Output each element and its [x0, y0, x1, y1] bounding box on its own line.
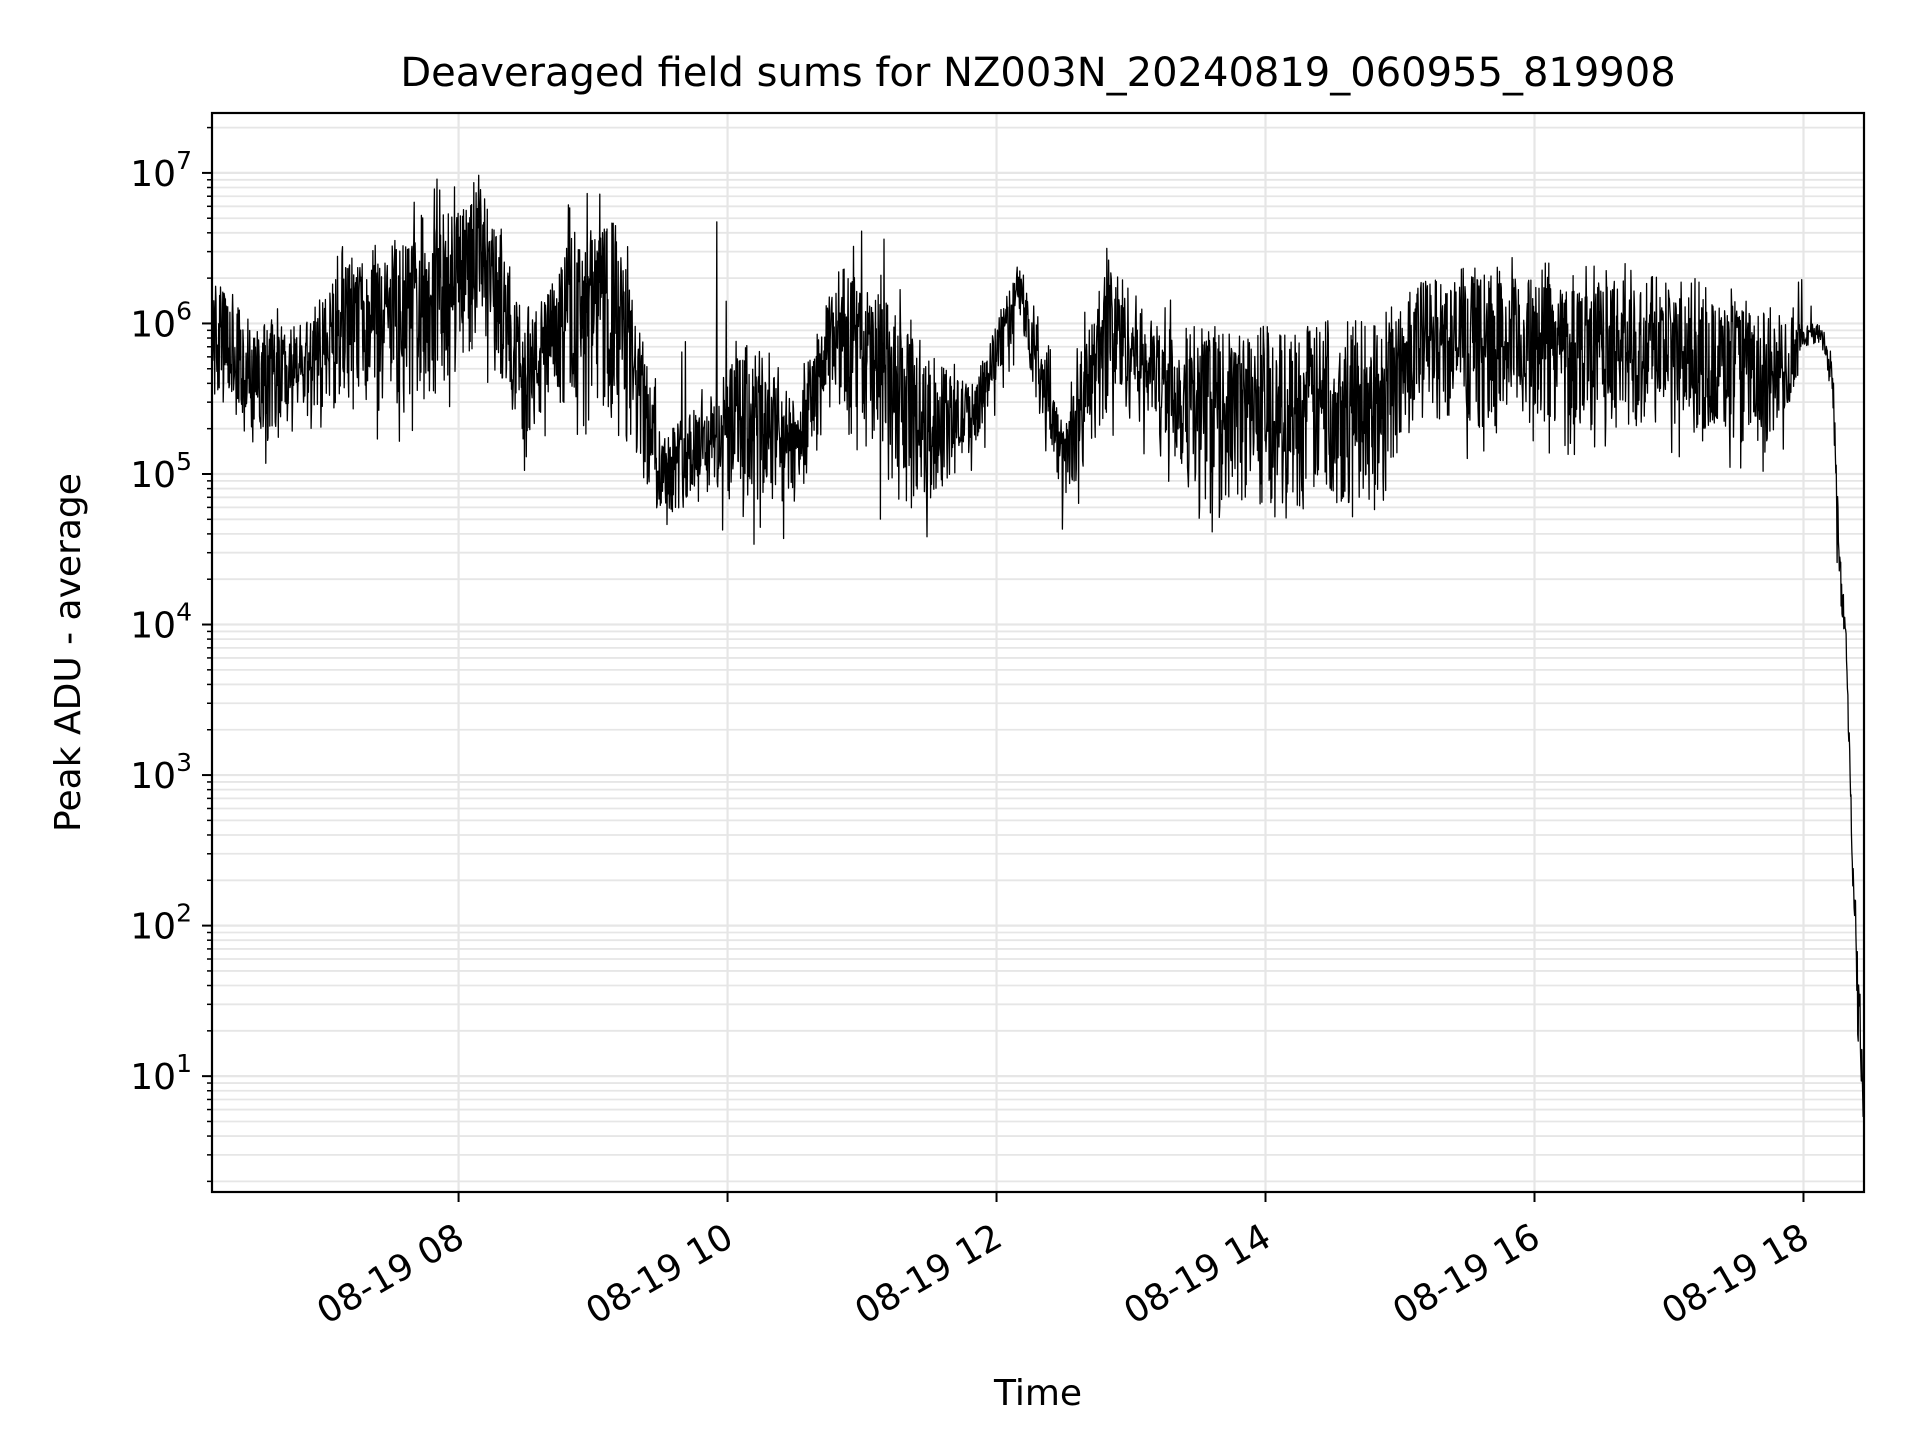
- y-tick-exponent: 2: [176, 899, 192, 928]
- x-axis-label: Time: [993, 1373, 1082, 1414]
- plot-frame: [210, 111, 1866, 1194]
- y-tick-exponent: 1: [176, 1049, 192, 1078]
- y-tick-label: 103: [130, 748, 192, 797]
- series-line: [211, 174, 1865, 1137]
- y-tick-label: 107: [130, 146, 192, 195]
- y-tick-base: 10: [130, 455, 176, 496]
- y-tick-exponent: 6: [176, 296, 192, 325]
- grid: [212, 113, 1864, 1192]
- y-tick-base: 10: [130, 154, 176, 195]
- y-tick-label: 106: [130, 296, 192, 345]
- y-tick-base: 10: [130, 1057, 176, 1098]
- y-tick-label: 104: [130, 598, 192, 647]
- y-tick-exponent: 5: [176, 447, 192, 476]
- y-tick-exponent: 7: [176, 146, 192, 175]
- y-tick-base: 10: [130, 907, 176, 948]
- y-tick-exponent: 3: [176, 748, 192, 777]
- y-tick-label: 105: [130, 447, 192, 496]
- y-tick-base: 10: [130, 304, 176, 345]
- chart-title: Deaveraged field sums for NZ003N_2024081…: [400, 50, 1675, 96]
- y-tick-base: 10: [130, 756, 176, 797]
- y-axis-label: Peak ADU - average: [48, 473, 89, 832]
- y-tick-label: 102: [130, 899, 192, 948]
- series-layer: [211, 174, 1865, 1137]
- y-tick-base: 10: [130, 606, 176, 647]
- y-tick-label: 101: [130, 1049, 192, 1098]
- y-tick-exponent: 4: [176, 598, 192, 627]
